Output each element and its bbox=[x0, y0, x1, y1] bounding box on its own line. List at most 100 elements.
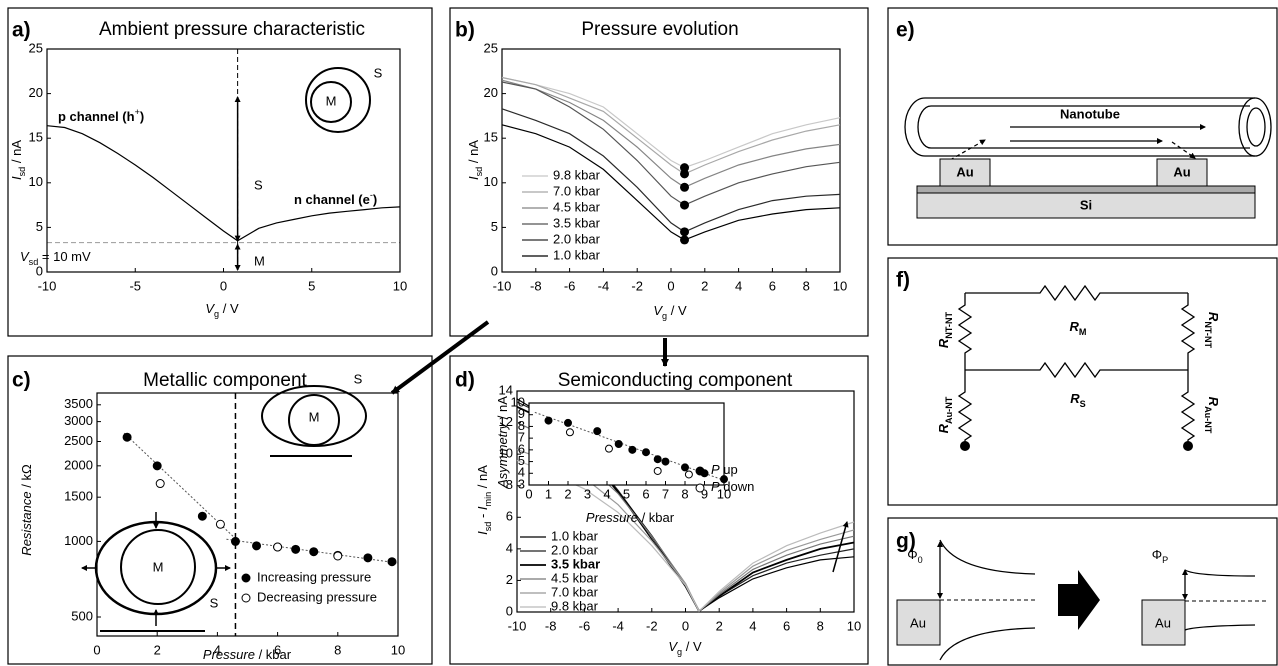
text-part: Au-NT bbox=[1203, 406, 1213, 434]
resistor-label: RM bbox=[1070, 319, 1087, 337]
text-part: sd bbox=[483, 522, 493, 532]
text-part: n channel (e bbox=[294, 192, 370, 207]
x-tick-label: 10 bbox=[833, 278, 847, 293]
big-arrow bbox=[1058, 570, 1100, 630]
x-tick-label: 0 bbox=[525, 486, 532, 501]
x-tick-label: 2 bbox=[701, 278, 708, 293]
x-tick-label: -2 bbox=[631, 278, 643, 293]
chart-title: Semiconducting component bbox=[558, 370, 793, 391]
x-tick-label: -6 bbox=[579, 618, 591, 633]
text-part: + bbox=[135, 107, 140, 117]
panel-a bbox=[7, 7, 433, 337]
text-part: g bbox=[677, 647, 682, 657]
panel-f bbox=[887, 257, 1278, 506]
text-part: I bbox=[9, 176, 24, 180]
electrode bbox=[1141, 599, 1186, 646]
x-tick-label: 4 bbox=[749, 618, 756, 633]
x-tick-label: 6 bbox=[642, 486, 649, 501]
electrode-label: Au bbox=[1155, 615, 1171, 630]
x-tick-label: 6 bbox=[769, 278, 776, 293]
resistor-label: RAu-NT bbox=[936, 396, 954, 433]
y-tick-label: 2 bbox=[506, 572, 513, 587]
point bbox=[720, 475, 728, 484]
x-axis-label: Pressure / kbar bbox=[586, 510, 675, 525]
series-line bbox=[501, 79, 841, 188]
x-tick-label: 1 bbox=[545, 486, 552, 501]
point bbox=[363, 553, 373, 563]
text-part: Au-NT bbox=[944, 396, 954, 424]
terminal bbox=[1183, 441, 1193, 451]
panel-label: b) bbox=[455, 19, 475, 42]
point bbox=[197, 511, 207, 521]
plot-frame bbox=[96, 392, 399, 637]
text-part: Asymmetry bbox=[495, 421, 510, 489]
text-part: V bbox=[668, 639, 678, 654]
x-axis-label: Vg / V bbox=[205, 301, 239, 319]
annotation: M bbox=[254, 253, 265, 268]
electrode-label: Au bbox=[1173, 164, 1190, 179]
injection-arrow bbox=[1171, 141, 1196, 159]
annotation: S bbox=[254, 177, 263, 192]
x-tick-label: 2 bbox=[716, 618, 723, 633]
point bbox=[593, 427, 602, 436]
text-part: Pressure bbox=[586, 510, 638, 525]
minimum-marker bbox=[680, 235, 690, 245]
point bbox=[604, 444, 613, 453]
y-tick-label: 1000 bbox=[64, 533, 93, 548]
point bbox=[273, 542, 283, 552]
y-tick-label: 6 bbox=[506, 509, 513, 524]
y-tick-label: 12 bbox=[499, 414, 513, 429]
point bbox=[544, 416, 553, 425]
text-part: NT-NT bbox=[944, 311, 954, 338]
text-part: g bbox=[662, 311, 667, 321]
y-tick-label: 20 bbox=[484, 85, 498, 100]
point bbox=[291, 544, 301, 554]
text-part: = 10 mV bbox=[38, 249, 91, 264]
inset-background bbox=[529, 403, 724, 485]
y-tick-label: 9 bbox=[518, 406, 525, 421]
y-tick-label: 1500 bbox=[64, 489, 93, 504]
series-line bbox=[46, 125, 401, 242]
annotation: M bbox=[326, 93, 337, 108]
x-tick-label: 6 bbox=[783, 618, 790, 633]
annotation: M bbox=[309, 409, 320, 424]
tube-end bbox=[1238, 97, 1272, 157]
legend-label: P down bbox=[711, 479, 754, 494]
x-tick-label: 7 bbox=[662, 486, 669, 501]
text-part: R bbox=[1070, 391, 1080, 406]
minimum-marker bbox=[680, 169, 690, 179]
circuit-wires bbox=[957, 284, 1196, 446]
annotation: Vsd = 10 mV bbox=[20, 249, 91, 267]
x-tick-label: 4 bbox=[735, 278, 742, 293]
legend-label: 4.5 kbar bbox=[553, 199, 601, 214]
text-part: V bbox=[205, 301, 215, 316]
text-part: I bbox=[475, 506, 490, 510]
x-tick-label: 2 bbox=[564, 486, 571, 501]
text-part: / nA bbox=[466, 140, 481, 167]
point bbox=[152, 461, 162, 471]
text-part: sd bbox=[17, 167, 27, 177]
text-part: NT-NT bbox=[1203, 321, 1213, 348]
text-part: / nA bbox=[495, 396, 510, 423]
oxide bbox=[916, 185, 1256, 194]
resistor-label: RS bbox=[1070, 391, 1085, 409]
y-axis-label: Isd / nA bbox=[466, 140, 484, 180]
electrode bbox=[1156, 158, 1208, 187]
x-tick-label: 10 bbox=[717, 486, 731, 501]
x-axis-label: Vg / V bbox=[653, 303, 687, 321]
tube bbox=[904, 97, 1255, 157]
circuit-diagram: f) RNT-NT RM RNT-NT RAu-NT RS RAu-NT bbox=[896, 269, 1221, 451]
minimum-marker bbox=[680, 227, 690, 237]
point bbox=[387, 557, 397, 567]
text-part: / kbar bbox=[255, 647, 292, 662]
text-part: / V bbox=[219, 301, 239, 316]
point bbox=[653, 466, 662, 475]
chart-title: Ambient pressure characteristic bbox=[99, 19, 365, 40]
panel-c bbox=[7, 355, 433, 665]
y-axis-label: Resistance / kΩ bbox=[19, 464, 34, 556]
y-tick-label: 14 bbox=[499, 382, 513, 397]
x-tick-label: 8 bbox=[334, 642, 341, 657]
x-tick-label: 4 bbox=[214, 642, 221, 657]
text-part: down bbox=[720, 479, 755, 494]
